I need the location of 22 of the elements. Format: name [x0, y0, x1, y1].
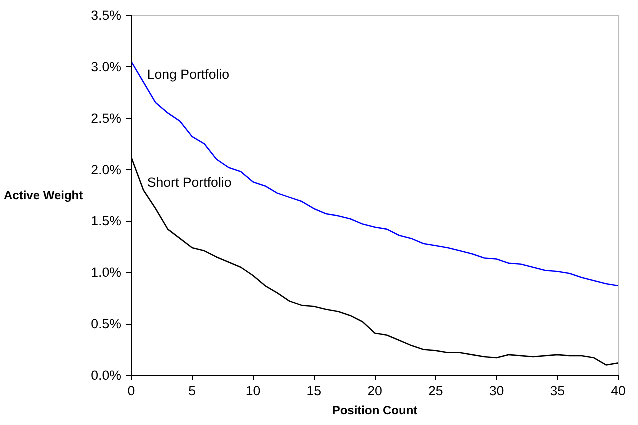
x-tick-label: 20: [368, 384, 382, 398]
x-tick-label: 10: [246, 384, 261, 398]
y-tick-label: 1.0%: [91, 265, 122, 280]
x-axis-title: Position Count: [332, 404, 418, 418]
line-series: [132, 61, 618, 287]
y-tick-label: 0.0%: [91, 368, 122, 383]
y-tick-label: 1.5%: [91, 214, 122, 229]
y-tick-label: 0.5%: [91, 316, 122, 332]
x-tick-label: 35: [550, 384, 566, 398]
y-tick-label: 3.5%: [91, 8, 122, 23]
x-tick-label: 5: [188, 384, 196, 398]
x-tick-label: 25: [428, 384, 444, 398]
series-label: Long Portfolio: [147, 66, 230, 82]
x-tick-label: 30: [489, 384, 504, 398]
x-tick-label: 15: [306, 384, 322, 398]
x-tick-label: 40: [611, 384, 626, 398]
y-tick-label: 2.5%: [91, 110, 122, 126]
y-tick-label: 2.0%: [91, 162, 122, 178]
x-tick-label: 0: [128, 384, 136, 398]
series-label: Short Portfolio: [147, 174, 232, 190]
y-tick-label: 3.0%: [91, 59, 122, 74]
y-axis-title: Active Weight: [4, 188, 84, 202]
